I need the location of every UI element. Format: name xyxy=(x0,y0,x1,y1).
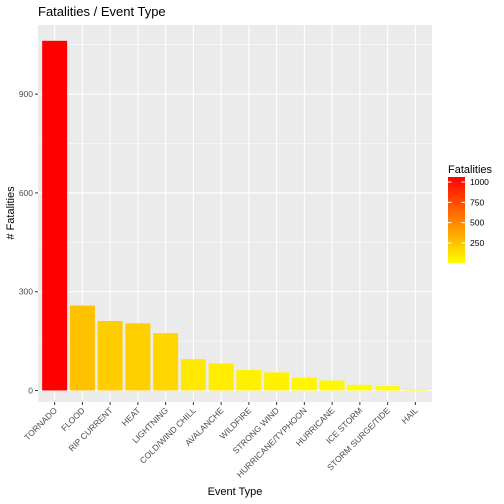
legend-tick-label: 1000 xyxy=(470,177,489,187)
bar-ice-storm xyxy=(347,385,372,391)
bar-flood xyxy=(70,306,95,391)
legend-tick-label: 250 xyxy=(470,238,484,248)
x-tick-label: HEAT xyxy=(120,405,143,428)
bar-rip-current xyxy=(98,321,123,390)
y-tick-label: 300 xyxy=(19,287,33,297)
plot-panel xyxy=(38,25,432,402)
bar-lightning xyxy=(153,333,178,390)
x-tick-label: HAIL xyxy=(399,405,420,426)
bar-hurricane xyxy=(320,381,345,391)
y-tick-label: 600 xyxy=(19,188,33,198)
bar-hurricane-typhoon xyxy=(292,378,317,391)
y-tick-label: 0 xyxy=(28,385,33,395)
legend-tick-label: 500 xyxy=(470,218,484,228)
legend: Fatalities 250 500 750 1000 xyxy=(448,164,493,263)
bar-storm-surge-tide xyxy=(375,386,400,390)
chart-title: Fatalities / Event Type xyxy=(38,4,166,19)
bar-avalanche xyxy=(209,363,234,390)
x-axis-label: Event Type xyxy=(208,486,263,498)
bar-hail xyxy=(403,389,428,390)
legend-tick-label: 750 xyxy=(470,197,484,207)
bar-heat xyxy=(125,323,150,390)
y-axis-label: # Fatalities xyxy=(5,186,17,240)
bar-cold-wind-chill xyxy=(181,359,206,390)
legend-title: Fatalities xyxy=(448,164,493,176)
bar-strong-wind xyxy=(264,372,289,390)
bar-tornado xyxy=(42,41,67,391)
x-tick-label: TORNADO xyxy=(22,405,59,442)
legend-colorbar xyxy=(448,177,465,263)
y-axis-ticks: 0 300 600 900 xyxy=(19,89,38,395)
bar-wildfire xyxy=(236,370,261,390)
y-tick-label: 900 xyxy=(19,89,33,99)
